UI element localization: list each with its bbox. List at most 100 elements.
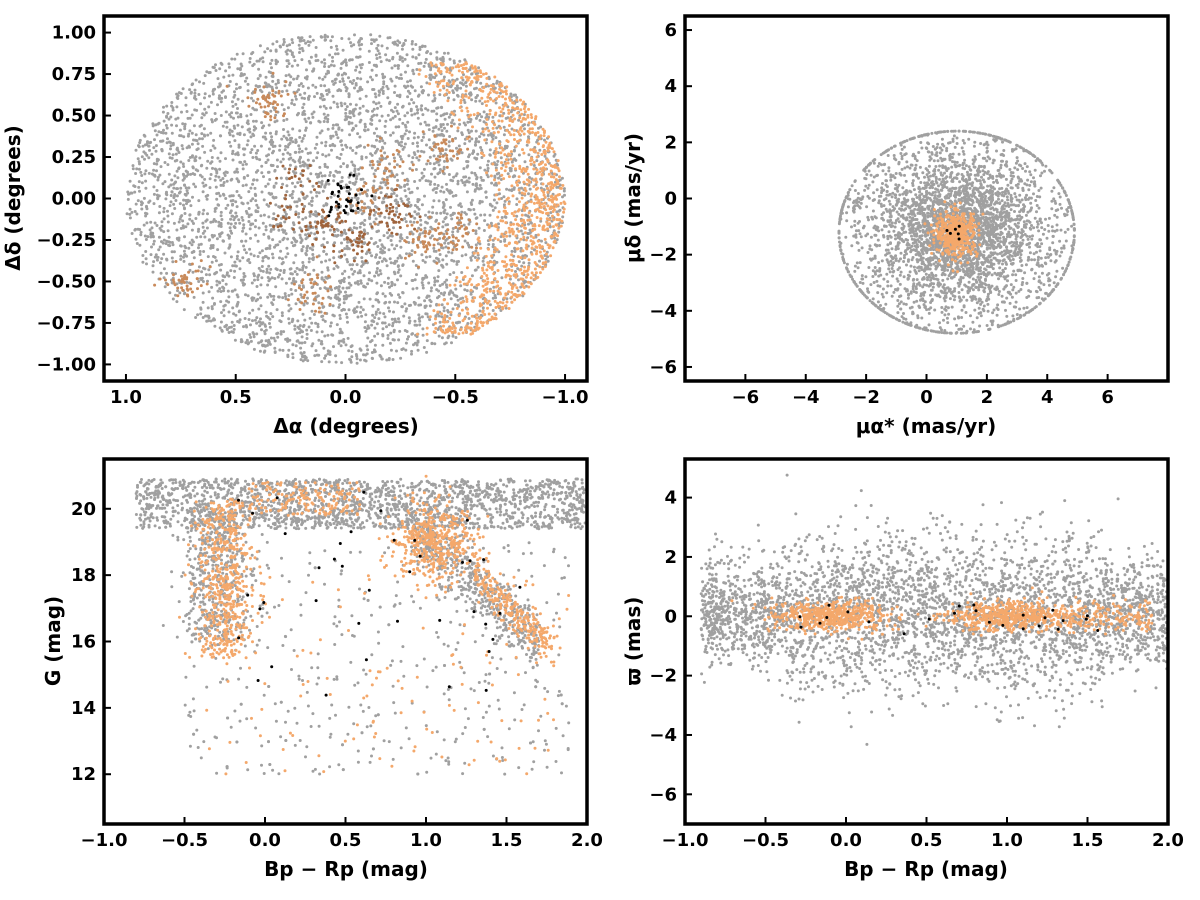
sky-point <box>463 101 467 104</box>
sky-point <box>181 122 185 126</box>
sky-point <box>514 218 518 222</box>
sky-point <box>486 133 490 137</box>
sky-point <box>212 302 216 306</box>
sky-point <box>289 288 293 291</box>
sky-point <box>217 220 221 224</box>
sky-point <box>323 62 327 65</box>
sky-point <box>253 186 257 190</box>
sky-point <box>382 80 386 84</box>
sky-point <box>135 167 139 171</box>
sky-point <box>377 93 381 97</box>
sky-point <box>355 174 359 178</box>
sky-point <box>263 332 267 336</box>
sky-point <box>252 254 256 258</box>
sky-point <box>428 318 432 322</box>
sky-point <box>447 140 451 144</box>
sky-point <box>412 151 416 155</box>
sky-point <box>157 130 161 134</box>
sky-point <box>442 298 446 302</box>
sky-point <box>153 129 157 133</box>
sky-point <box>187 246 191 250</box>
sky-point <box>303 117 307 121</box>
sky-point <box>209 173 213 176</box>
sky-point <box>366 128 370 132</box>
sky-point <box>233 57 237 61</box>
sky-point <box>241 163 245 167</box>
sky-point <box>512 133 516 137</box>
sky-point <box>421 44 425 48</box>
sky-point <box>125 212 129 216</box>
sky-point <box>203 177 207 181</box>
sky-point <box>363 358 367 362</box>
sky-point <box>323 185 327 189</box>
sky-point <box>259 304 263 308</box>
sky-point <box>266 47 270 51</box>
sky-point <box>152 192 156 196</box>
sky-point <box>308 40 312 44</box>
sky-point <box>496 159 500 163</box>
sky-point <box>155 258 159 262</box>
sky-point <box>193 91 197 95</box>
sky-point <box>416 212 420 216</box>
sky-point <box>413 319 417 323</box>
sky-point <box>359 177 363 181</box>
sky-point <box>153 138 156 142</box>
sky-point <box>206 193 210 197</box>
sky-point <box>545 217 549 221</box>
sky-point <box>306 86 310 90</box>
sky-point <box>466 128 470 132</box>
sky-point <box>149 220 153 224</box>
sky-point <box>422 64 426 68</box>
sky-point <box>501 95 505 99</box>
sky-point <box>425 350 429 354</box>
sky-point <box>465 289 469 293</box>
sky-point <box>162 217 166 221</box>
sky-point <box>493 206 497 210</box>
sky-point <box>359 208 363 212</box>
sky-point <box>562 207 566 211</box>
sky-point <box>443 217 447 221</box>
sky-point <box>310 321 314 325</box>
sky-point <box>420 171 424 175</box>
sky-point <box>230 129 234 133</box>
sky-point <box>290 241 294 245</box>
sky-point <box>527 153 531 157</box>
sky-point <box>416 198 420 201</box>
sky-point <box>303 97 306 100</box>
sky-point <box>466 120 470 124</box>
sky-point <box>374 95 378 99</box>
sky-point <box>231 199 235 202</box>
sky-point <box>175 147 179 151</box>
sky-point <box>376 245 380 248</box>
sky-point <box>362 223 366 227</box>
sky-point <box>329 106 333 110</box>
sky-point <box>175 105 179 109</box>
sky-point <box>393 317 397 321</box>
sky-point <box>410 190 414 194</box>
sky-point <box>271 252 274 256</box>
sky-point <box>535 155 539 159</box>
sky-point <box>257 67 261 71</box>
sky-point <box>141 260 145 264</box>
sky-point <box>278 256 281 260</box>
sky-point <box>255 59 259 63</box>
sky-point <box>463 142 467 146</box>
sky-point <box>191 172 195 176</box>
sky-point <box>323 356 327 360</box>
sky-point <box>485 117 489 121</box>
sky-point <box>469 321 473 325</box>
sky-point <box>254 170 258 174</box>
sky-point <box>497 250 501 254</box>
sky-point <box>328 171 332 174</box>
sky-point <box>482 288 486 292</box>
sky-point <box>283 229 287 233</box>
sky-point <box>455 260 459 264</box>
sky-point <box>309 55 313 59</box>
sky-point <box>406 84 410 88</box>
sky-point <box>270 228 273 232</box>
sky-point <box>171 260 175 264</box>
sky-point <box>439 189 443 193</box>
sky-point <box>449 313 453 317</box>
sky-point <box>481 127 485 131</box>
sky-point <box>149 231 153 235</box>
